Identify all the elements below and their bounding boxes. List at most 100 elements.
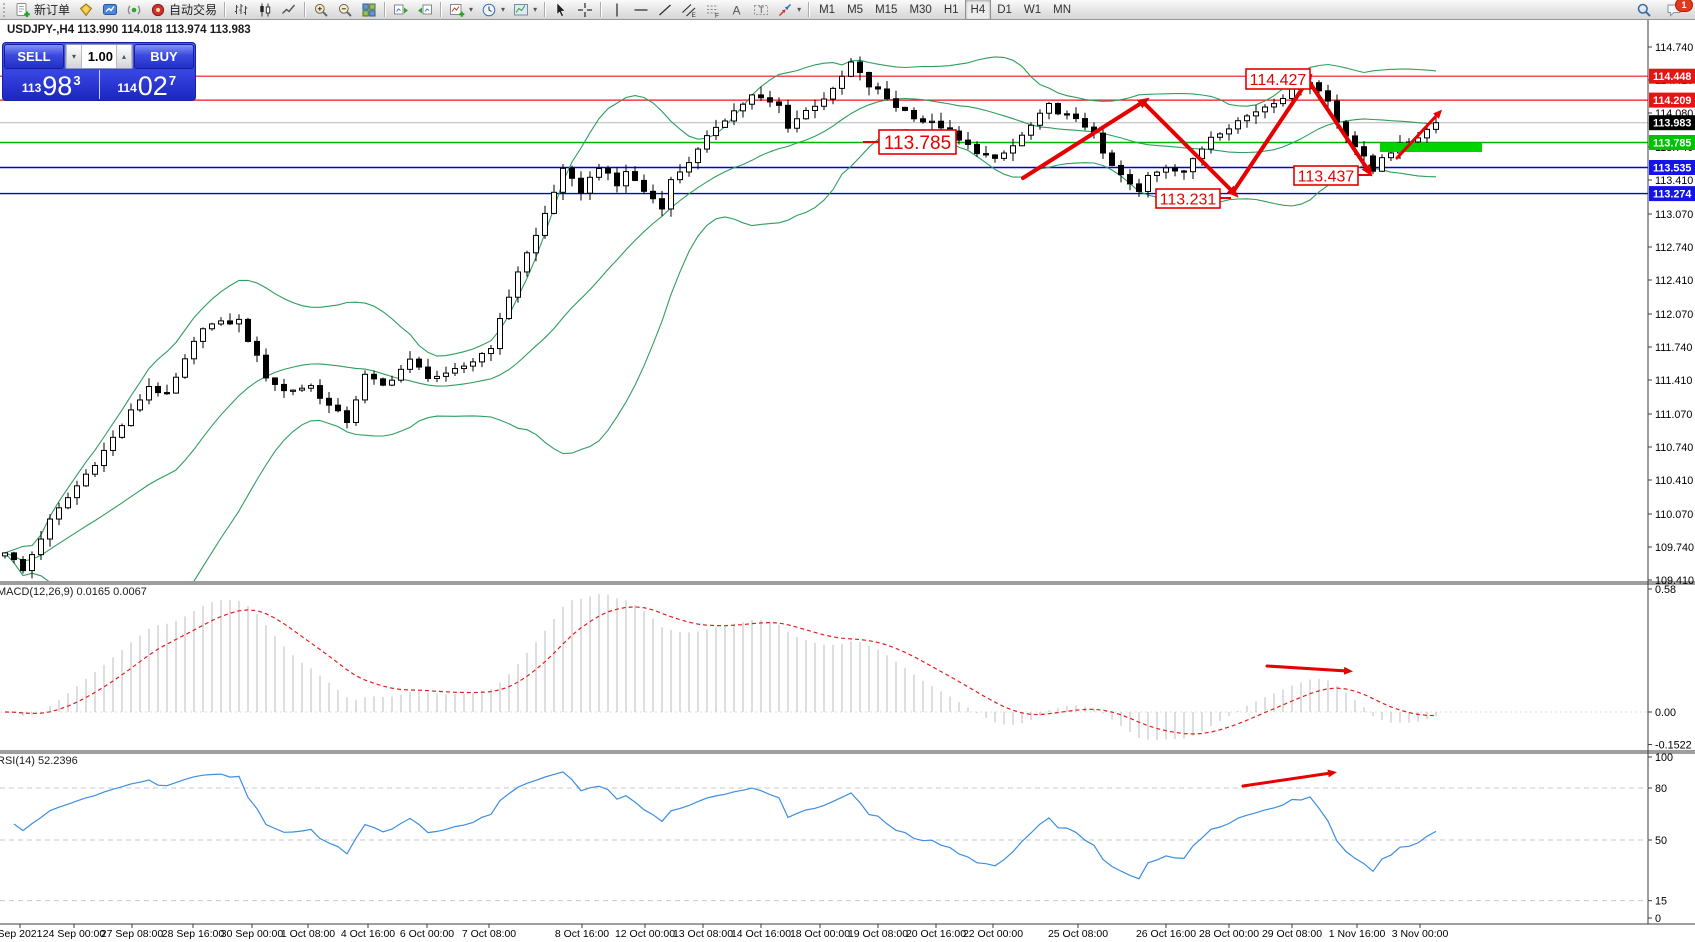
gold-tool-button[interactable] [74,1,98,19]
vertical-line-button[interactable] [605,1,629,19]
svg-text:3 Nov 00:00: 3 Nov 00:00 [1392,928,1449,940]
svg-text:113.437: 113.437 [1298,168,1355,185]
volume-up-button[interactable]: ▴ [116,45,132,68]
zoom-out-button[interactable] [333,1,357,19]
sell-button[interactable]: SELL [4,44,64,69]
price-tag [1649,135,1695,150]
svg-text:1 Oct 08:00: 1 Oct 08:00 [281,928,335,940]
macd-indicator [0,594,1648,741]
line-chart-button[interactable] [277,1,301,19]
zoom-in-button[interactable] [309,1,333,19]
svg-text:E: E [692,12,697,18]
svg-text:113.785: 113.785 [884,133,951,154]
svg-text:18 Oct 00:00: 18 Oct 00:00 [790,928,850,940]
svg-text:F: F [715,12,719,18]
timeframe-button-D1[interactable]: D1 [997,3,1012,16]
horizontal-lines[interactable] [0,75,1648,195]
price-annotation-box [1245,68,1311,90]
templates-button[interactable]: ▾ [509,1,541,19]
bid-price[interactable]: 113 98 3 [4,70,99,100]
svg-text:113.410: 113.410 [1655,175,1693,187]
cursor-button[interactable] [549,1,573,19]
svg-text:111.410: 111.410 [1655,375,1692,387]
separator [440,2,443,17]
svg-text:25 Oct 08:00: 25 Oct 08:00 [1048,928,1108,940]
svg-text:4 Oct 16:00: 4 Oct 16:00 [341,928,395,940]
svg-text:13 Oct 08:00: 13 Oct 08:00 [673,928,733,940]
svg-text:110.740: 110.740 [1655,442,1693,454]
timeframe-button-M1[interactable]: M1 [819,3,836,16]
svg-text:-0.1522: -0.1522 [1655,739,1692,751]
indicators-button[interactable]: ▾ [445,1,477,19]
search-button[interactable] [1632,1,1656,19]
price-breakout-arrow [1395,109,1443,160]
new-order-label: 新订单 [34,3,71,17]
toolbar: 新订单 自动交易 ▾ ▾ ▾ E F A T ▾ M1 M5 M15 M30 H1 H4 D… [0,0,1695,20]
rsi-indicator [0,771,1648,902]
separator [808,2,811,17]
timeframe-button-M5[interactable]: M5 [847,3,864,16]
templates-icon [513,2,529,18]
candlestick-chart-button[interactable] [253,1,277,19]
tile-windows-icon [361,2,377,18]
chevron-down-icon: ▾ [797,5,802,14]
channel-button[interactable]: E [677,1,701,19]
notifications-button[interactable]: 1 [1662,0,1693,19]
timeframe-button-M30[interactable]: M30 [909,3,932,16]
arrows-icon [777,2,793,18]
auto-scroll-button[interactable] [389,1,413,19]
timeframe-button-M15[interactable]: M15 [875,3,898,16]
gold-icon [78,2,94,18]
timeframe-button-MN[interactable]: MN [1053,3,1072,16]
signal-button[interactable] [122,1,146,19]
svg-text:22 Oct 00:00: 22 Oct 00:00 [963,928,1023,940]
chart-title: USDJPY-,H4 113.990 114.018 113.974 113.9… [7,24,251,36]
community-button[interactable] [98,1,122,19]
new-order-button[interactable]: 新订单 [11,1,74,19]
svg-text:109.410: 109.410 [1655,575,1694,587]
price-tags: 114.448 114.209 113.983 113.785 113.535 113.2… [1649,68,1695,202]
svg-text:7 Oct 08:00: 7 Oct 08:00 [462,928,516,940]
svg-text:80: 80 [1655,783,1667,795]
svg-text:113.231: 113.231 [1160,191,1217,208]
zigzag-arrow [1231,73,1313,194]
crosshair-button[interactable] [573,1,597,19]
svg-text:14 Oct 16:00: 14 Oct 16:00 [731,928,791,940]
arrows-button[interactable]: ▾ [773,1,805,19]
svg-text:0: 0 [1655,913,1661,925]
timeframe-button-W1[interactable]: W1 [1023,3,1042,16]
text-label-button[interactable]: T [749,1,773,19]
svg-text:12 Oct 00:00: 12 Oct 00:00 [615,928,675,940]
bar-chart-button[interactable] [229,1,253,19]
svg-text:Sep 2021: Sep 2021 [0,928,43,940]
chart-shift-button[interactable] [413,1,437,19]
notification-badge: 1 [1675,0,1693,12]
volume-down-button[interactable]: ▾ [66,45,82,68]
zigzag-arrow [1141,100,1239,198]
svg-text:26 Oct 16:00: 26 Oct 16:00 [1136,928,1196,940]
ask-price[interactable]: 114 02 7 [98,70,194,100]
svg-text:24 Sep 00:00: 24 Sep 00:00 [43,928,106,940]
text-button[interactable]: A [725,1,749,19]
svg-text:100: 100 [1655,752,1673,764]
svg-text:114.427: 114.427 [1250,72,1307,89]
chart-annotations[interactable]: 114.427 113.785 113.437 113.231 [863,68,1482,788]
buy-button[interactable]: BUY [134,44,194,69]
timeframe-button-H4[interactable]: H4 [964,0,992,20]
periods-button[interactable]: ▾ [477,1,509,19]
tile-windows-button[interactable] [357,1,381,19]
volume-input[interactable] [82,45,116,68]
svg-text:27 Sep 08:00: 27 Sep 08:00 [101,928,164,940]
auto-trading-button[interactable]: 自动交易 [146,1,221,19]
fibonacci-button[interactable]: F [701,1,725,19]
separator [384,2,387,17]
trendline-button[interactable] [653,1,677,19]
auto-scroll-icon [393,2,409,18]
timeframe-button-H1[interactable]: H1 [943,3,959,16]
svg-text:29 Oct 08:00: 29 Oct 08:00 [1262,928,1322,940]
signal-icon [126,2,142,18]
macd-axis: 0.58 0.00 -0.1522 [1648,584,1692,751]
horizontal-line-button[interactable] [629,1,653,19]
